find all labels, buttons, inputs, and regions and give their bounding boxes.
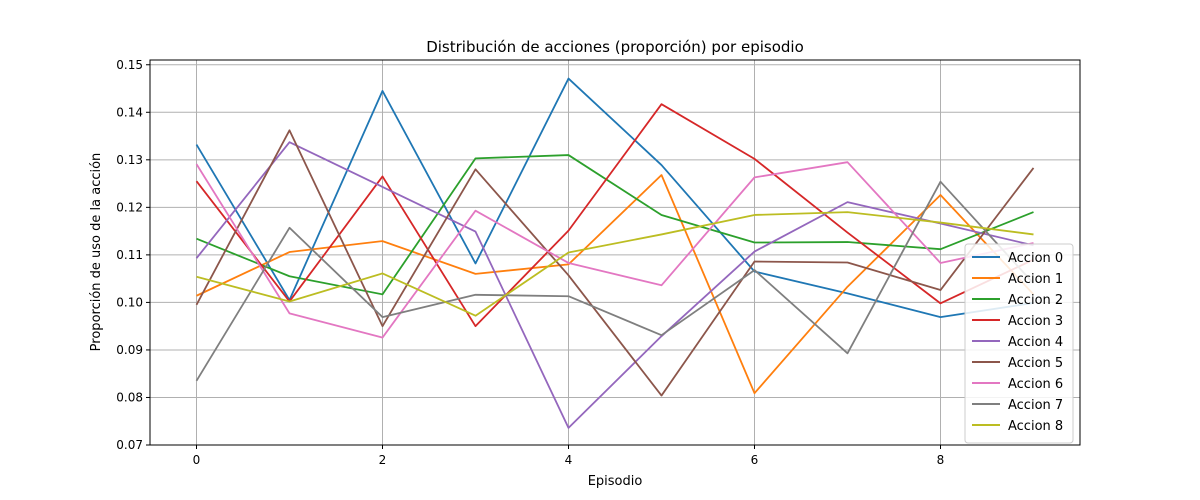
legend-label: Accion 4 bbox=[1008, 335, 1063, 350]
x-tick-label: 4 bbox=[565, 453, 573, 467]
legend-label: Accion 5 bbox=[1008, 356, 1063, 371]
y-tick-label: 0.08 bbox=[116, 390, 143, 404]
plot-frame bbox=[149, 59, 1081, 446]
legend-box bbox=[964, 243, 1074, 444]
x-tick-label: 0 bbox=[193, 453, 201, 467]
x-tick-label: 2 bbox=[379, 453, 387, 467]
legend-label: Accion 3 bbox=[1008, 314, 1063, 329]
chart-title: Distribución de acciones (proporción) po… bbox=[426, 38, 804, 56]
x-ticks: 0 2 4 6 8 bbox=[193, 445, 945, 467]
series-line-accion-0 bbox=[195, 77, 1034, 319]
series-lines bbox=[195, 77, 1035, 429]
y-tick-label: 0.07 bbox=[116, 438, 143, 452]
x-tick-label: 6 bbox=[751, 453, 759, 467]
legend-label: Accion 1 bbox=[1008, 272, 1063, 287]
legend-label: Accion 8 bbox=[1008, 419, 1063, 434]
y-tick-label: 0.09 bbox=[116, 343, 143, 357]
legend: Accion 0 Accion 1 Accion 2 Accion 3 Accion 4… bbox=[964, 243, 1074, 444]
series-line-accion-2 bbox=[196, 154, 1034, 296]
y-axis-label: Proporción de uso de la acción bbox=[89, 153, 104, 352]
legend-label: Accion 2 bbox=[1008, 293, 1063, 308]
legend-label: Accion 6 bbox=[1008, 377, 1063, 392]
legend-label: Accion 7 bbox=[1008, 398, 1063, 413]
legend-label: Accion 0 bbox=[1008, 251, 1063, 266]
series-line-accion-6 bbox=[195, 161, 1034, 339]
y-tick-label: 0.10 bbox=[116, 295, 143, 309]
y-tick-label: 0.14 bbox=[116, 105, 143, 119]
series-line-accion-5 bbox=[195, 129, 1035, 397]
series-line-accion-7 bbox=[195, 180, 1035, 382]
series-line-accion-1 bbox=[196, 174, 1035, 395]
x-axis-label: Episodio bbox=[588, 474, 643, 489]
y-tick-label: 0.11 bbox=[116, 248, 143, 262]
series-line-accion-8 bbox=[196, 211, 1034, 317]
y-ticks: 0.07 0.08 0.09 0.10 0.11 0.12 0.13 0.14 0.15 bbox=[116, 58, 150, 452]
y-tick-label: 0.13 bbox=[116, 153, 143, 167]
y-tick-label: 0.12 bbox=[116, 200, 143, 214]
y-tick-label: 0.15 bbox=[116, 58, 143, 72]
axes bbox=[149, 59, 1081, 446]
x-tick-label: 8 bbox=[937, 453, 945, 467]
